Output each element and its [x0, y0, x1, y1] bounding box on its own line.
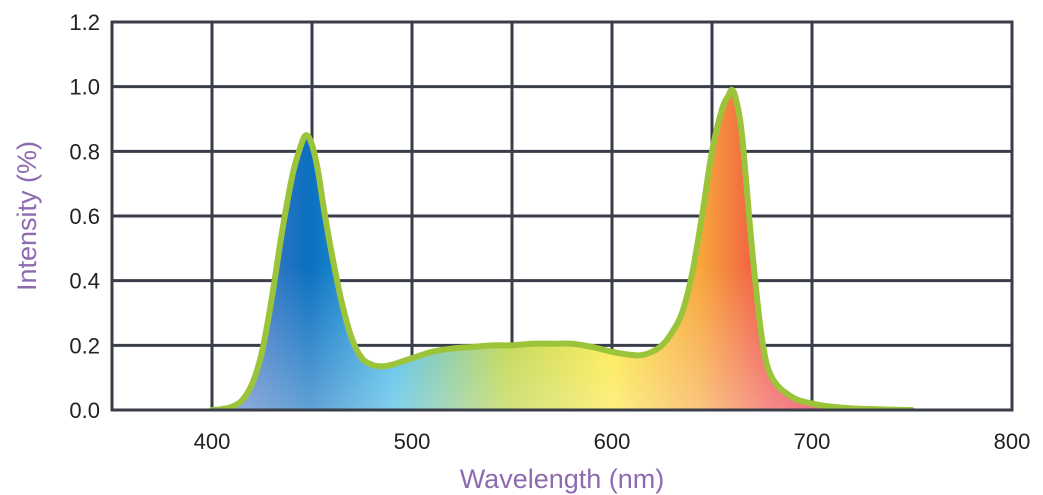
x-tick-label: 500: [394, 429, 431, 454]
x-tick-label: 400: [194, 429, 231, 454]
y-tick-label: 0.0: [69, 398, 100, 423]
plot-border: [110, 20, 1014, 412]
x-tick-label: 600: [594, 429, 631, 454]
x-tick-labels: 400 500 600 700 800: [194, 429, 1031, 454]
x-tick-label: 700: [794, 429, 831, 454]
x-axis-label: Wavelength (nm): [460, 464, 665, 494]
y-tick-label: 0.2: [69, 333, 100, 358]
y-tick-label: 1.0: [69, 75, 100, 100]
y-tick-label: 0.4: [69, 269, 100, 294]
spectrum-outline: [209, 86, 915, 410]
spectrum-area-layer: [209, 86, 915, 410]
spectrum-area-fade: [212, 89, 912, 410]
y-tick-labels: 0.0 0.2 0.4 0.6 0.8 1.0 1.2: [69, 10, 100, 423]
y-tick-label: 0.6: [69, 204, 100, 229]
y-tick-label: 1.2: [69, 10, 100, 35]
plot-frame: [110, 20, 1014, 412]
y-axis-label: Intensity (%): [12, 141, 42, 291]
y-tick-label: 0.8: [69, 139, 100, 164]
x-tick-label: 800: [994, 429, 1031, 454]
